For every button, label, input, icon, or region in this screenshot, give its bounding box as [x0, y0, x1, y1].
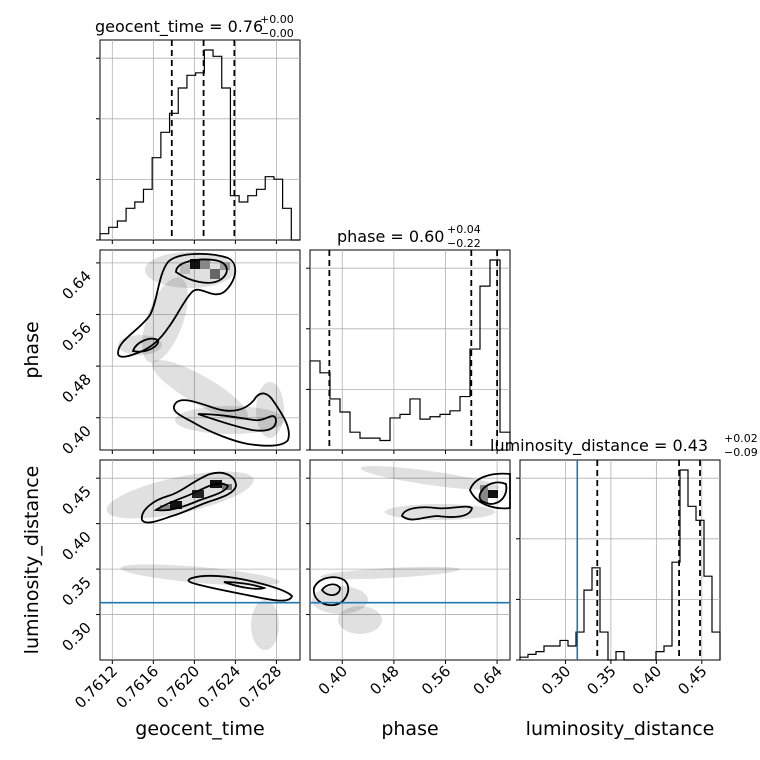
- title-phase-minus: −0.22: [447, 237, 481, 250]
- x-tick-label: 0.7620: [153, 662, 203, 712]
- x-axis-label-phase: phase: [381, 718, 438, 740]
- panel-frame-phase-vs-geocent: [99, 249, 301, 451]
- y-axis-label-luminosity-distance: luminosity_distance: [21, 466, 43, 655]
- title-luminosity-distance: luminosity_distance = 0.43 +0.02 −0.09: [490, 432, 758, 459]
- cloud-blob: [256, 382, 284, 438]
- contour-distance-geocent-upper-inner: [153, 482, 230, 512]
- x-tick-label: 0.45: [674, 662, 710, 698]
- contour-inner-upper: [175, 258, 228, 284]
- density-cell: [180, 264, 190, 274]
- panel-frame-distance-vs-phase: [309, 459, 511, 661]
- contour-distance-phase-mid: [400, 505, 474, 521]
- contour-outer-upper: [117, 253, 237, 358]
- title-luminosity-distance-minus: −0.09: [724, 446, 758, 459]
- cloud-blob: [360, 466, 500, 490]
- x-tick-label: 0.7616: [112, 662, 162, 712]
- title-phase: phase = 0.60 +0.04 −0.22: [337, 223, 481, 250]
- y-tick-label: 0.35: [58, 573, 94, 609]
- title-geocent-time-main: geocent_time = 0.76: [95, 17, 263, 37]
- cloud-blob: [151, 359, 249, 421]
- y-tick-label: 0.56: [58, 319, 94, 355]
- tick-layer: [96, 57, 703, 664]
- y-tick-label: 0.30: [58, 619, 94, 655]
- title-phase-main: phase = 0.60: [337, 227, 444, 246]
- y-axis-label-phase: phase: [21, 321, 43, 378]
- density-cell: [210, 269, 220, 279]
- x-tick-label: 0.7628: [235, 662, 285, 712]
- y-tick-label: 0.40: [58, 528, 94, 564]
- density-cell: [192, 490, 204, 498]
- x-tick-label: 0.7612: [71, 662, 121, 712]
- x-tick-label: 0.7624: [194, 662, 244, 712]
- contour-distance-geocent-upper-outer: [141, 471, 237, 524]
- x-tick-label: 0.35: [583, 662, 619, 698]
- panel-frame-geocent-time-hist: [99, 39, 301, 241]
- density-distance-vs-phase: [312, 466, 511, 634]
- histogram-luminosity-distance: [519, 469, 721, 661]
- density-cell: [160, 505, 170, 511]
- x-axis-label-luminosity-distance: luminosity_distance: [526, 718, 715, 740]
- x-axis-label-geocent-time: geocent_time: [135, 718, 264, 740]
- density-cell: [200, 259, 210, 269]
- density-phase-vs-geocent: [117, 252, 290, 447]
- contour-distance-phase-right-outer: [469, 472, 511, 510]
- density-distance-vs-geocent: [106, 471, 293, 650]
- density-cell: [488, 490, 498, 498]
- contour-inner-left: [131, 337, 159, 353]
- cloud-blob: [106, 471, 254, 519]
- title-geocent-time: geocent_time = 0.76 +0.00 −0.00: [95, 13, 294, 40]
- density-cell: [190, 259, 200, 269]
- y-tick-label: 0.48: [58, 370, 94, 406]
- contour-distance-geocent-lower-inner: [223, 581, 267, 590]
- histogram-geocent-time: [99, 49, 300, 241]
- cloud-blob: [338, 606, 382, 634]
- contour-outer-lower: [172, 392, 290, 447]
- contour-inner-lower: [197, 413, 277, 432]
- x-tick-label: 0.30: [538, 662, 574, 698]
- contour-distance-phase-right-inner: [478, 481, 508, 505]
- density-cell: [480, 485, 488, 503]
- x-tick-label: 0.64: [470, 662, 506, 698]
- scatter-cloud-distance-phase: [312, 466, 500, 634]
- contour-distance-geocent-lower: [187, 574, 293, 602]
- density-squares-distance-phase: [480, 485, 498, 503]
- scatter-cloud-phase-geocent: [118, 252, 285, 438]
- cloud-blob: [118, 335, 162, 355]
- title-geocent-time-plus: +0.00: [260, 13, 294, 26]
- cloud-blob: [142, 277, 188, 363]
- title-phase-plus: +0.04: [447, 223, 481, 236]
- histogram-phase: [309, 259, 511, 450]
- scatter-cloud-distance-geocent: [106, 471, 280, 650]
- x-tick-label: 0.48: [366, 662, 402, 698]
- panel-frame-phase-hist: [309, 249, 511, 451]
- density-cell: [170, 501, 182, 509]
- x-tick-label: 0.40: [315, 662, 351, 698]
- x-tick-label: 0.56: [418, 662, 454, 698]
- y-tick-label: 0.40: [58, 422, 94, 458]
- cloud-blob: [385, 504, 495, 520]
- title-luminosity-distance-main: luminosity_distance = 0.43: [490, 436, 708, 456]
- quantile-layer: [170, 40, 701, 660]
- histogram-layer: [99, 49, 721, 661]
- title-luminosity-distance-plus: +0.02: [724, 432, 758, 445]
- cloud-blob: [320, 566, 460, 580]
- y-tick-label: 0.45: [58, 482, 94, 518]
- title-geocent-time-minus: −0.00: [260, 27, 294, 40]
- panel-frame-distance-hist: [519, 459, 721, 661]
- x-tick-label: 0.40: [629, 662, 665, 698]
- cloud-blob: [120, 564, 280, 586]
- cloud-blob: [251, 600, 279, 650]
- y-tick-label: 0.64: [58, 267, 94, 303]
- contour-distance-phase-left-inner: [320, 583, 341, 596]
- panel-frame-distance-vs-geocent: [99, 459, 301, 661]
